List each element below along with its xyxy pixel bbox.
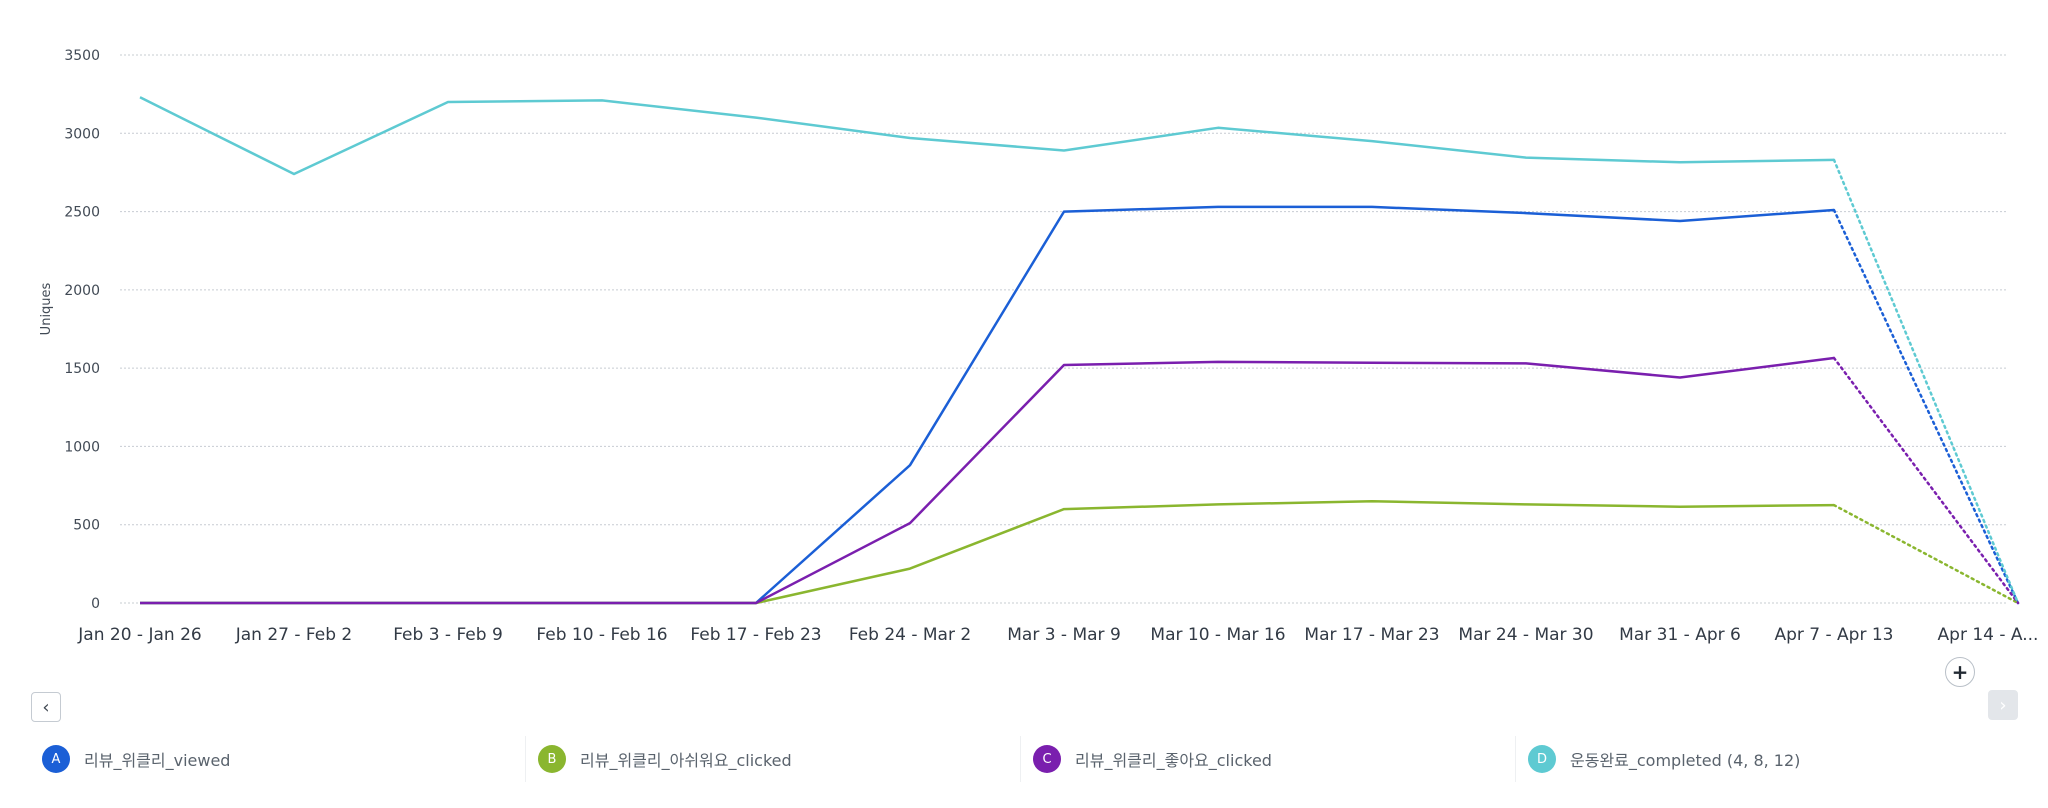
y-axis-ticks: 0 500 1000 1500 2000 2500 3000 3500 <box>64 48 100 612</box>
legend-label-d: 운동완료_completed (4, 8, 12) <box>1570 751 1801 770</box>
y-tick-label: 3000 <box>64 126 100 142</box>
legend-label-a: 리뷰_위클리_viewed <box>84 751 231 770</box>
x-tick-label: Feb 24 - Mar 2 <box>849 625 971 645</box>
x-tick-label: Mar 31 - Apr 6 <box>1619 625 1741 645</box>
series-incomplete-b <box>1832 503 2020 605</box>
series-b <box>140 499 2020 605</box>
legend-badge-c: C <box>1033 745 1061 773</box>
x-tick-label: Jan 27 - Feb 2 <box>235 625 353 645</box>
series-incomplete-d <box>1832 158 2020 605</box>
series-line-b[interactable] <box>140 499 1835 605</box>
next-page-button[interactable]: › <box>1988 690 2018 720</box>
legend-item-b[interactable]: B 리뷰_위클리_아쉬워요_clicked <box>525 736 1020 782</box>
series-d <box>139 96 2020 605</box>
x-tick-label: Feb 3 - Feb 9 <box>393 625 503 645</box>
series-line-d[interactable] <box>139 96 1835 176</box>
plus-icon: + <box>1951 660 1969 684</box>
legend-item-a[interactable]: A 리뷰_위클리_viewed <box>30 736 525 782</box>
x-tick-label: Mar 17 - Mar 23 <box>1304 625 1439 645</box>
legend-badge-b: B <box>538 745 566 773</box>
legend-label-c: 리뷰_위클리_좋아요_clicked <box>1075 751 1272 770</box>
series-line-a[interactable] <box>140 205 1835 605</box>
prev-page-button[interactable]: ‹ <box>31 692 61 722</box>
chevron-right-icon: › <box>1999 694 2007 716</box>
y-tick-label: 1000 <box>64 439 100 455</box>
chevron-left-icon: ‹ <box>42 696 50 718</box>
legend-badge-a: A <box>42 745 70 773</box>
line-chart: 0 500 1000 1500 2000 2500 3000 3500 Uniques Jan… <box>39 48 2038 645</box>
legend: A 리뷰_위클리_viewed B 리뷰_위클리_아쉬워요_clicked C … <box>30 736 2010 782</box>
y-tick-label: 2500 <box>64 205 100 221</box>
series-layer <box>139 96 2020 605</box>
y-tick-label: 0 <box>91 596 100 612</box>
y-tick-label: 500 <box>73 518 100 534</box>
add-annotation-button[interactable]: + <box>1945 657 1975 687</box>
y-axis-title: Uniques <box>39 282 54 335</box>
series-a <box>140 205 2020 605</box>
legend-badge-d: D <box>1528 745 1556 773</box>
x-tick-label: Feb 17 - Feb 23 <box>690 625 821 645</box>
x-tick-label: Mar 24 - Mar 30 <box>1458 625 1593 645</box>
x-tick-label: Apr 7 - Apr 13 <box>1774 625 1893 645</box>
grid-layer <box>120 54 2008 604</box>
x-axis-ticks: Jan 20 - Jan 26 Jan 27 - Feb 2 Feb 3 - Feb… <box>77 625 2038 645</box>
legend-item-c[interactable]: C 리뷰_위클리_좋아요_clicked <box>1020 736 1515 782</box>
series-incomplete-c <box>1832 356 2020 605</box>
y-tick-label: 3500 <box>64 48 100 64</box>
series-line-c[interactable] <box>140 356 1835 605</box>
y-tick-label: 1500 <box>64 361 100 377</box>
x-tick-label: Mar 3 - Mar 9 <box>1007 625 1121 645</box>
x-tick-label: Mar 10 - Mar 16 <box>1150 625 1285 645</box>
series-c <box>140 356 2020 605</box>
series-incomplete-a <box>1832 208 2020 605</box>
x-tick-label: Feb 10 - Feb 16 <box>536 625 667 645</box>
x-tick-label: Apr 14 - A... <box>1938 625 2039 645</box>
x-tick-label: Jan 20 - Jan 26 <box>77 625 201 645</box>
y-tick-label: 2000 <box>64 283 100 299</box>
legend-label-b: 리뷰_위클리_아쉬워요_clicked <box>580 751 792 770</box>
legend-item-d[interactable]: D 운동완료_completed (4, 8, 12) <box>1515 736 2010 782</box>
